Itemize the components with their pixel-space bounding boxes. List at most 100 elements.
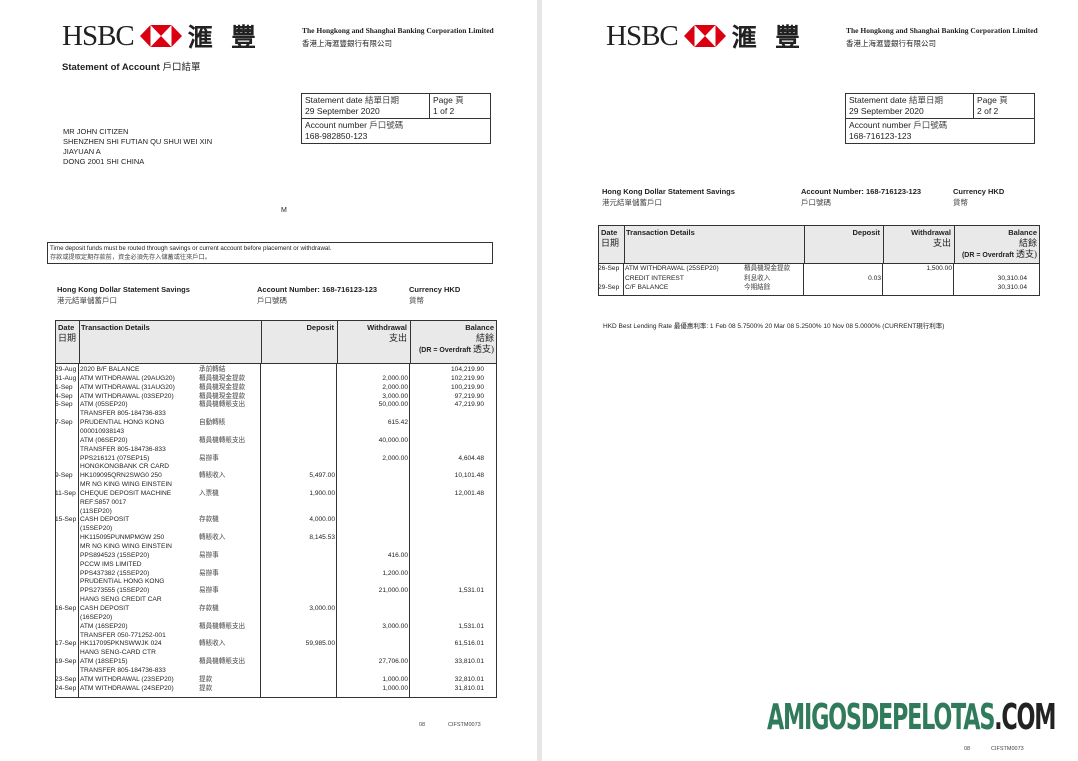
header-balance: Balance 結餘 (DR = Overdraft 透支) <box>961 228 1037 259</box>
statement-date: 29 September 2020 <box>849 106 924 116</box>
cell-details: CREDIT INTEREST <box>625 274 684 282</box>
best-lending-rate: HKD Best Lending Rate 最優惠利率: 1 Feb 08 5.… <box>603 323 945 330</box>
cell-details: TRANSFER 805-184736-833 <box>80 410 166 418</box>
hsbc-logo: HSBC 滙 豐 <box>606 19 807 53</box>
cell-date: 15-Sep <box>55 516 77 524</box>
footer-code: 08 <box>419 722 426 728</box>
table-row: 23-Sep ATM WITHDRAWAL (23SEP20) 提款 1,000.00… <box>55 675 496 685</box>
footer-form-code: CIFSTM0073 <box>991 746 1024 752</box>
cell-withdrawal: 21,000.00 <box>378 587 408 595</box>
table-column-divider <box>337 321 338 363</box>
cell-balance: 100,219.90 <box>450 383 484 391</box>
statement-page-2: HSBC 滙 豐 The Hongkong and Shanghai Banki… <box>542 0 1078 761</box>
cell-details-cn: 存款機 <box>199 516 219 524</box>
cell-details: HK115095PUNMPMGW 250 <box>80 534 165 542</box>
cell-details: TRANSFER 805-184736-833 <box>80 666 166 674</box>
cell-date: 17-Sep <box>55 640 77 648</box>
account-type: Hong Kong Dollar Statement Savings 港元結單儲蓄… <box>602 187 735 207</box>
cell-details-cn: 入票機 <box>199 489 219 497</box>
account-type: Hong Kong Dollar Statement Savings 港元結單儲蓄… <box>57 285 190 305</box>
currency: Currency HKD 貨幣 <box>409 285 461 305</box>
table-column-divider <box>410 321 411 363</box>
cell-details: ATM WITHDRAWAL (03SEP20) <box>80 392 174 400</box>
cell-details-cn: 存款機 <box>199 604 219 612</box>
cell-details: PPS437382 (15SEP20) <box>80 569 150 577</box>
cell-withdrawal: 2,000.00 <box>382 454 408 462</box>
cell-details: CASH DEPOSIT <box>80 604 130 612</box>
cell-details-cn: 易辦事 <box>199 587 219 595</box>
table-header: Date 日期 Transaction Details Deposit Withdraw… <box>56 321 496 364</box>
table-column-divider <box>804 226 805 263</box>
table-column-divider <box>56 321 79 697</box>
hsbc-logo: HSBC 滙 豐 <box>62 19 263 53</box>
cell-details-cn: 櫃員機轉賬支出 <box>199 401 246 409</box>
cell-deposit: 1,900.00 <box>309 489 335 497</box>
cell-balance: 10,101.48 <box>454 472 484 480</box>
table-column-divider <box>954 226 955 263</box>
header-details: Transaction Details <box>81 323 150 332</box>
cell-details: MR NG KING WING EINSTEIN <box>80 543 172 550</box>
cell-details: PPS273555 (15SEP20) <box>80 587 150 595</box>
cell-details: HK109095QRN2SWG0 250 <box>80 472 162 480</box>
cell-deposit: 0.03 <box>868 274 881 282</box>
cell-withdrawal: 1,000.00 <box>382 675 408 683</box>
table-row: TRANSFER 805-184736-833 <box>56 410 496 419</box>
cell-balance: 32,810.01 <box>454 675 484 683</box>
table-row: 9-Sep HK109095QRN2SWG0 250 轉賬收入 5,497.00 10,… <box>55 472 496 481</box>
statement-date: 29 September 2020 <box>305 106 380 116</box>
table-row: PPS273555 (15SEP20) 易辦事 21,000.00 1,531.01 <box>56 587 496 596</box>
header-withdrawal: Withdrawal 支出 <box>911 228 951 248</box>
table-row: 4-Sep ATM WITHDRAWAL (03SEP20) 櫃員機現金提款 3,00… <box>55 392 496 402</box>
cell-details: PCCW IMS LIMITED <box>80 560 142 568</box>
table-row: PRUDENTIAL HONG KONG <box>56 578 496 587</box>
cell-details-cn: 易辦事 <box>199 569 219 577</box>
cell-balance: 97,219.90 <box>454 392 484 400</box>
table-row: 31-Aug ATM WITHDRAWAL (29AUG20) 櫃員機現金提款 2,0… <box>55 374 496 384</box>
table-row: (15SEP20) <box>56 525 496 534</box>
cell-details: (11SEP20) <box>80 507 112 515</box>
cell-balance: 102,219.90 <box>450 374 484 382</box>
table-row: 7-Sep PRUDENTIAL HONG KONG 自動轉賬 615.42 <box>55 419 496 428</box>
cell-date: 11-Sep <box>55 489 76 497</box>
cell-details: TRANSFER 805-184736-833 <box>80 445 166 453</box>
header-date: Date 日期 <box>58 323 77 343</box>
transaction-table: Date 日期 Transaction Details Deposit Withdraw… <box>598 225 1040 296</box>
cell-balance: 31,810.01 <box>454 684 484 692</box>
cell-details-cn: 易辦事 <box>199 454 219 462</box>
cell-details: HONGKONGBANK CR CARD <box>80 463 170 471</box>
cell-date: 26-Sep <box>598 265 620 272</box>
cell-details-cn: 櫃員機轉賬支出 <box>199 622 246 630</box>
table-row: 15-Sep CASH DEPOSIT 存款機 4,000.00 <box>55 516 496 525</box>
table-row: 24-Sep ATM WITHDRAWAL (24SEP20) 提款 1,000.00… <box>55 684 496 694</box>
cell-details: (15SEP20) <box>80 525 113 533</box>
cell-details: HANG SENG CREDIT CAR <box>80 596 162 604</box>
account-number: 168-982850-123 <box>305 131 368 141</box>
header-deposit: Deposit <box>306 323 334 332</box>
cell-details: MR NG KING WING EINSTEIN <box>80 481 172 489</box>
watermark: AMIGOSDEPELOTAS.COM <box>767 697 1057 738</box>
cell-details: PRUDENTIAL HONG KONG <box>80 578 165 586</box>
footer-code: 08 <box>964 746 971 752</box>
cell-date: 29-Aug <box>55 366 77 373</box>
table-row: CREDIT INTEREST 利息收入 0.03 30,310.04 <box>599 275 1039 285</box>
cell-details: C/F BALANCE <box>625 284 669 291</box>
cell-details: REF:5857 0017 <box>80 498 127 506</box>
cell-deposit: 8,145.53 <box>309 534 335 542</box>
table-row: 26-Sep ATM WITHDRAWAL (25SEP20) 櫃員機現金提款 1,5… <box>598 265 1039 275</box>
statement-info-box: Statement date 結單日期 29 September 2020 Pag… <box>845 93 1035 144</box>
cell-details: ATM (16SEP20) <box>80 622 128 630</box>
page-title: Statement of Account 戶口結單 <box>62 62 201 73</box>
table-row: 1-Sep ATM WITHDRAWAL (31AUG20) 櫃員機現金提款 2,00… <box>55 383 496 393</box>
statement-page-1: HSBC 滙 豐 The Hongkong and Shanghai Banki… <box>0 0 537 761</box>
cell-details-cn: 櫃員機現金提款 <box>744 265 791 272</box>
table-row: 17-Sep HK117095PKNSWWJK 024 轉賬收入 59,985.00 6… <box>55 640 496 649</box>
table-column-divider <box>337 321 410 697</box>
cell-withdrawal: 27,706.00 <box>378 658 408 666</box>
cell-details: ATM WITHDRAWAL (29AUG20) <box>80 374 175 382</box>
cell-details: ATM (18SEP15) <box>80 658 128 666</box>
cell-date: 31-Aug <box>55 374 77 382</box>
cell-withdrawal: 1,200.00 <box>382 569 408 577</box>
cell-details-cn: 提款 <box>199 675 213 683</box>
cell-details-cn: 轉賬收入 <box>199 534 226 542</box>
cell-balance: 30,310.04 <box>997 284 1027 291</box>
